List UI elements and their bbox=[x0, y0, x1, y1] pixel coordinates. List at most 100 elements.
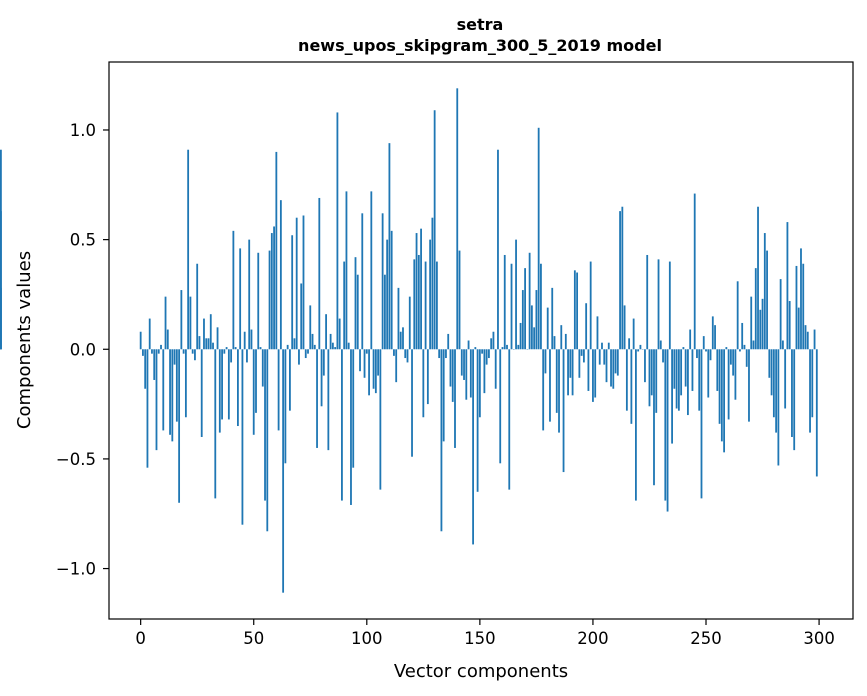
bar-213 bbox=[621, 206, 624, 350]
bar-130 bbox=[433, 110, 436, 350]
bar-56 bbox=[266, 349, 269, 532]
bar-113 bbox=[395, 349, 398, 383]
bar-143 bbox=[463, 349, 465, 380]
bar-108 bbox=[383, 274, 386, 350]
bar-247 bbox=[698, 349, 701, 411]
bar-23 bbox=[191, 349, 194, 354]
bar-96 bbox=[356, 274, 359, 350]
bar-26 bbox=[198, 336, 201, 350]
y-tick-label: 0.5 bbox=[70, 231, 96, 250]
bar-63 bbox=[282, 349, 285, 593]
bar-154 bbox=[488, 349, 490, 359]
bar-149 bbox=[476, 349, 479, 492]
x-tick-label: 200 bbox=[577, 629, 609, 648]
bar-285 bbox=[784, 349, 787, 409]
bar-228 bbox=[655, 349, 658, 413]
bar-105 bbox=[377, 349, 380, 376]
chart-subtitle: news_upos_skipgram_300_5_2019 model bbox=[298, 36, 662, 55]
bar-236 bbox=[673, 349, 676, 389]
bar-251 bbox=[707, 349, 710, 398]
bar-35 bbox=[218, 349, 221, 433]
bar-51 bbox=[255, 349, 257, 413]
bar-219 bbox=[635, 349, 637, 501]
bar-undefined bbox=[0, 287, 2, 350]
bar-207 bbox=[607, 342, 610, 350]
bar-47 bbox=[246, 349, 248, 363]
bar-36 bbox=[221, 349, 223, 420]
bar-85 bbox=[331, 342, 334, 350]
bar-139 bbox=[454, 349, 456, 448]
bar-10 bbox=[162, 349, 165, 431]
bar-289 bbox=[793, 349, 796, 451]
bar-194 bbox=[578, 349, 581, 378]
bar-127 bbox=[426, 349, 429, 405]
bar-69 bbox=[295, 217, 298, 350]
bar-283 bbox=[779, 279, 782, 350]
y-tick-label: 0.0 bbox=[70, 340, 96, 359]
bar-196 bbox=[582, 349, 585, 363]
bar-185 bbox=[558, 349, 560, 433]
bar-39 bbox=[227, 349, 230, 420]
bar-226 bbox=[650, 349, 653, 396]
bar-131 bbox=[436, 261, 438, 350]
bar-239 bbox=[680, 349, 683, 396]
bar-292 bbox=[800, 248, 802, 350]
bar-235 bbox=[671, 349, 673, 444]
bar-32 bbox=[212, 342, 214, 350]
bar-280 bbox=[772, 349, 775, 418]
bar-240 bbox=[682, 347, 685, 350]
bar-116 bbox=[402, 327, 404, 350]
bar-134 bbox=[442, 349, 445, 442]
bar-74 bbox=[307, 349, 309, 354]
bar-204 bbox=[601, 342, 603, 350]
bar-231 bbox=[662, 349, 664, 363]
bar-27 bbox=[200, 349, 203, 437]
bar-180 bbox=[546, 307, 549, 350]
bar-148 bbox=[474, 347, 477, 350]
bar-100 bbox=[365, 349, 368, 354]
bar-13 bbox=[169, 349, 171, 435]
bar-261 bbox=[729, 349, 732, 365]
bar-106 bbox=[379, 349, 382, 490]
bar-132 bbox=[438, 349, 441, 359]
bar-78 bbox=[316, 349, 318, 448]
bar-265 bbox=[739, 349, 741, 352]
bar-220 bbox=[637, 349, 640, 352]
bar-123 bbox=[417, 254, 420, 350]
bar-122 bbox=[415, 233, 418, 350]
bar-179 bbox=[544, 349, 547, 374]
bar-121 bbox=[413, 259, 416, 350]
bar-270 bbox=[750, 296, 753, 350]
bar-215 bbox=[625, 349, 628, 411]
bar-156 bbox=[492, 331, 495, 350]
bar-0 bbox=[139, 331, 142, 350]
bar-162 bbox=[506, 344, 508, 350]
bar-208 bbox=[610, 349, 612, 387]
bar-164 bbox=[510, 263, 513, 350]
bar-163 bbox=[508, 349, 511, 490]
bar-34 bbox=[216, 327, 219, 350]
bar-62 bbox=[279, 200, 282, 350]
bar-50 bbox=[252, 349, 255, 435]
y-axis: −1.0 −0.5 0.0 0.5 1.0 bbox=[56, 121, 109, 579]
bar-80 bbox=[320, 349, 323, 407]
bar-230 bbox=[659, 340, 662, 350]
bar-216 bbox=[628, 338, 631, 350]
bar-undefined bbox=[0, 149, 2, 350]
bar-138 bbox=[451, 349, 454, 402]
bar-250 bbox=[705, 349, 707, 352]
bar-94 bbox=[352, 349, 355, 468]
bar-254 bbox=[714, 325, 716, 350]
bar-284 bbox=[781, 340, 784, 350]
bar-277 bbox=[766, 250, 768, 350]
bar-199 bbox=[589, 261, 592, 350]
bar-33 bbox=[214, 349, 217, 499]
bar-152 bbox=[483, 349, 486, 394]
bar-269 bbox=[748, 349, 750, 422]
bar-184 bbox=[555, 349, 558, 413]
bar-205 bbox=[603, 349, 606, 365]
bar-40 bbox=[230, 349, 233, 363]
bar-15 bbox=[173, 349, 176, 365]
bar-271 bbox=[752, 340, 755, 350]
bar-53 bbox=[259, 347, 262, 350]
